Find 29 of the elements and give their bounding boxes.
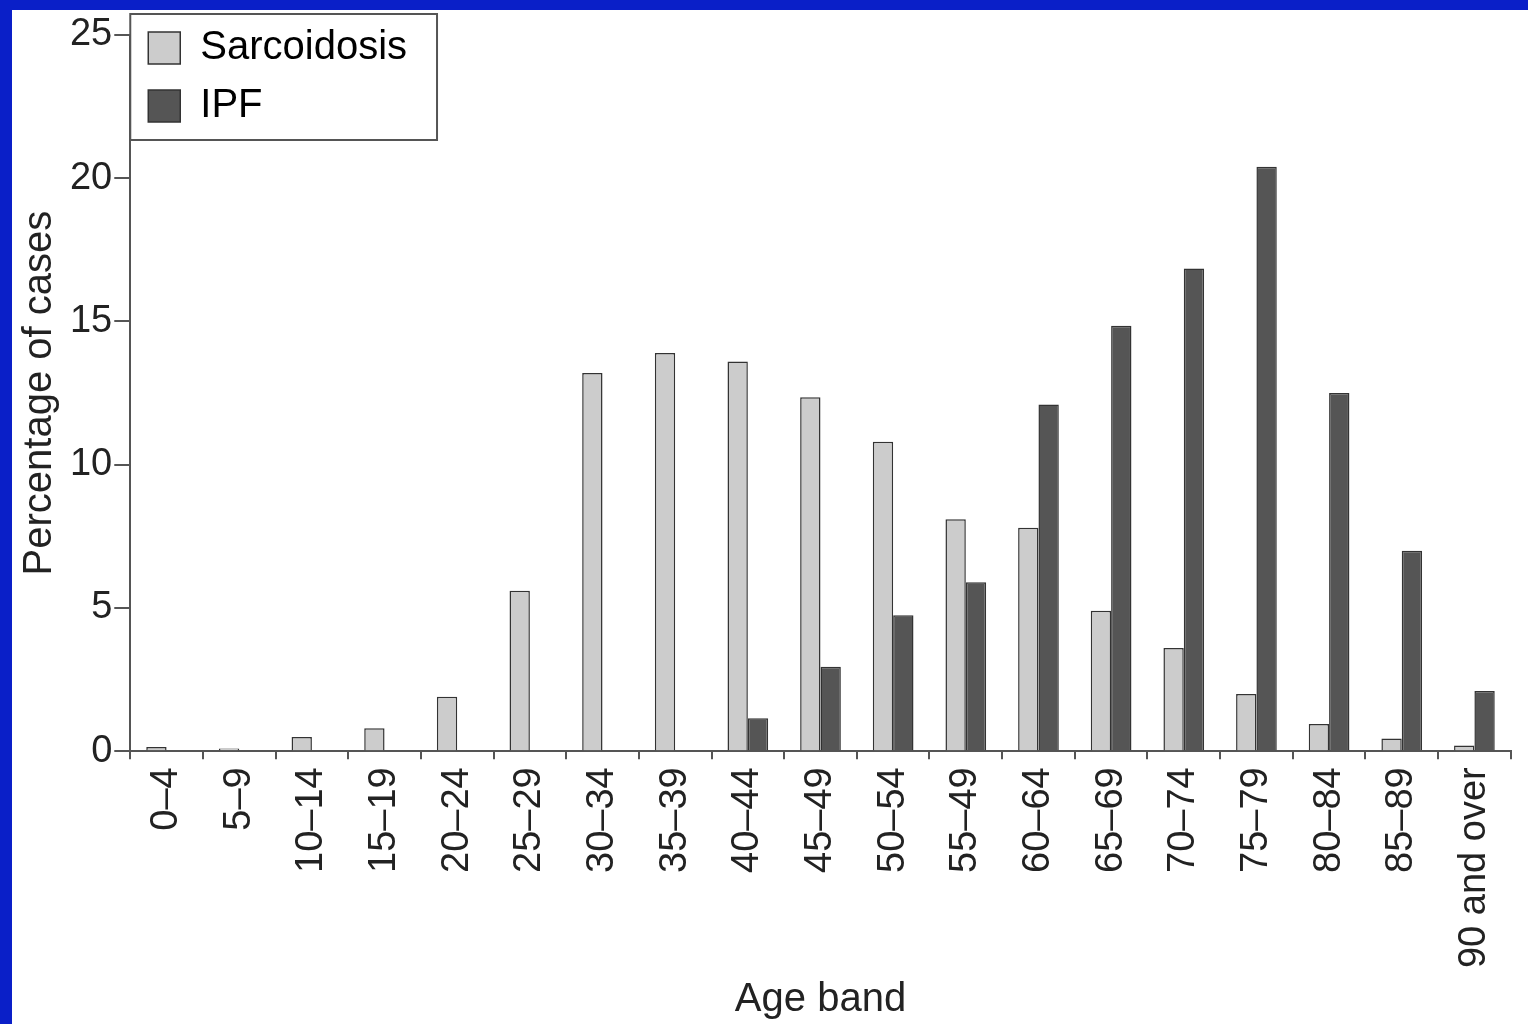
x-tick-label: 90 and over bbox=[1450, 766, 1493, 969]
x-tick-label: 65–69 bbox=[1087, 767, 1130, 873]
legend-label: Sarcoidosis bbox=[200, 23, 408, 68]
y-tick-label: 10 bbox=[69, 441, 113, 484]
x-tick-label: 20–24 bbox=[433, 767, 476, 873]
x-tick-label: 55–49 bbox=[942, 767, 985, 873]
x-tick-label: 75–79 bbox=[1232, 767, 1275, 873]
x-tick-label: 60–64 bbox=[1014, 767, 1057, 873]
x-tick-label: 80–84 bbox=[1305, 767, 1348, 873]
legend-label: IPF bbox=[200, 81, 263, 126]
x-tick-label: 35–39 bbox=[651, 767, 694, 873]
x-tick-label: 85–89 bbox=[1378, 767, 1421, 873]
x-tick-label: 50–54 bbox=[869, 767, 912, 873]
x-axis-title: Age band bbox=[734, 975, 907, 1020]
x-tick-label: 0–4 bbox=[143, 767, 186, 831]
y-tick-label: 5 bbox=[91, 584, 113, 627]
x-tick-label: 10–14 bbox=[288, 767, 331, 873]
x-tick-label: 5–9 bbox=[215, 767, 258, 831]
y-tick-label: 20 bbox=[69, 154, 113, 197]
x-tick-label: 30–34 bbox=[579, 767, 622, 873]
x-tick-label: 25–29 bbox=[506, 767, 549, 873]
y-tick-label: 15 bbox=[69, 297, 113, 340]
x-tick-label: 15–19 bbox=[361, 767, 404, 873]
x-tick-label: 45–49 bbox=[796, 767, 839, 873]
y-tick-label: 0 bbox=[91, 727, 113, 770]
y-axis-title: Percentage of cases bbox=[15, 210, 60, 576]
x-tick-label: 70–74 bbox=[1160, 767, 1203, 873]
y-tick-label: 25 bbox=[69, 11, 113, 54]
x-tick-label: 40–44 bbox=[724, 767, 767, 873]
